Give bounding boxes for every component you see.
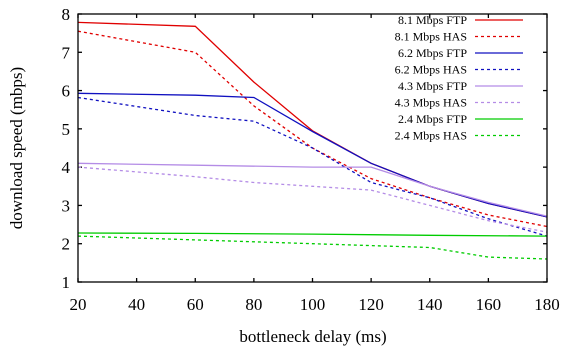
x-tick-label: 100 (300, 295, 326, 314)
y-tick-label: 4 (62, 158, 71, 177)
legend-entry: 2.4 Mbps HAS (395, 129, 523, 143)
plot-frame (77, 13, 548, 283)
y-tick-label: 1 (62, 273, 71, 292)
legend-entry: 4.3 Mbps HAS (395, 96, 523, 110)
legend-entry: 8.1 Mbps FTP (398, 13, 523, 27)
legend-label: 4.3 Mbps HAS (395, 96, 467, 110)
x-tick-label: 120 (358, 295, 384, 314)
y-axis-title: download speed (mbps) (7, 67, 26, 229)
series-line-6-2-mbps-has (77, 96, 548, 237)
y-tick-label: 3 (62, 196, 71, 215)
legend-label: 8.1 Mbps HAS (395, 30, 467, 44)
x-tick-label: 140 (417, 295, 443, 314)
legend-entry: 6.2 Mbps FTP (398, 46, 523, 60)
x-tick-label: 60 (187, 295, 204, 314)
x-axis-title: bottleneck delay (ms) (239, 327, 386, 346)
series-line-2-4-mbps-has (77, 235, 548, 260)
legend-entry: 4.3 Mbps FTP (398, 79, 523, 93)
legend-entry: 6.2 Mbps HAS (395, 63, 523, 77)
y-tick-label: 5 (62, 120, 71, 139)
legend-label: 2.4 Mbps FTP (398, 112, 467, 126)
legend-label: 6.2 Mbps HAS (395, 63, 467, 77)
legend-entry: 2.4 Mbps FTP (398, 112, 523, 126)
x-tick-label: 40 (128, 295, 145, 314)
x-tick-label: 80 (245, 295, 262, 314)
legend-label: 6.2 Mbps FTP (398, 46, 467, 60)
legend-label: 4.3 Mbps FTP (398, 79, 467, 93)
y-tick-label: 2 (62, 235, 71, 254)
y-tick-label: 7 (62, 43, 71, 62)
x-tick-label: 20 (70, 295, 87, 314)
series-line-4-3-mbps-has (77, 166, 548, 233)
y-tick-label: 8 (62, 5, 71, 24)
legend-label: 2.4 Mbps HAS (395, 129, 467, 143)
y-tick-label: 6 (62, 82, 71, 101)
legend-label: 8.1 Mbps FTP (398, 13, 467, 27)
series-line-6-2-mbps-ftp (77, 92, 548, 218)
ticks-layer: 20 40 60 80 100 120 140 160 180 1 2 3 4 5 6 7 8 (62, 5, 560, 314)
series-line-8-1-mbps-has (77, 30, 548, 228)
x-tick-label: 160 (476, 295, 502, 314)
legend: 8.1 Mbps FTP 8.1 Mbps HAS 6.2 Mbps FTP 6.2 … (395, 13, 523, 143)
x-tick-label: 180 (534, 295, 560, 314)
legend-entry: 8.1 Mbps HAS (395, 30, 523, 44)
series-line-2-4-mbps-ftp (77, 232, 548, 237)
series-line-4-3-mbps-ftp (77, 162, 548, 217)
series-layer (77, 21, 548, 260)
